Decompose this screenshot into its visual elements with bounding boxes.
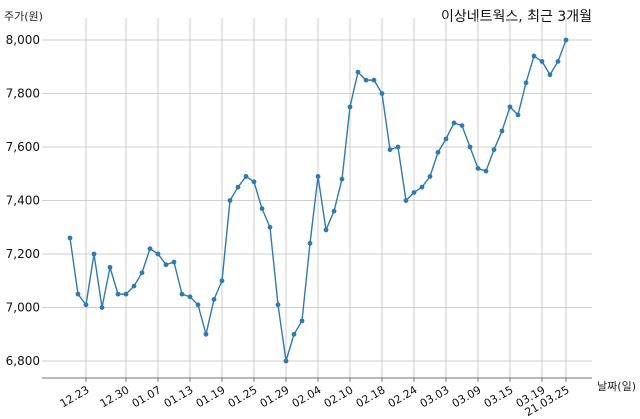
x-tick-label: 02.10 — [322, 383, 356, 410]
data-point — [347, 104, 353, 110]
data-point — [547, 72, 553, 78]
data-point — [323, 227, 329, 233]
data-point — [283, 358, 289, 364]
grid — [42, 18, 592, 378]
data-point — [259, 206, 265, 211]
data-point — [531, 53, 537, 59]
axes — [42, 377, 592, 382]
data-point — [219, 278, 225, 284]
data-point — [339, 176, 345, 182]
data-point — [395, 144, 401, 150]
x-tick-label: 03.03 — [418, 383, 452, 410]
data-point — [155, 251, 161, 257]
data-point — [403, 198, 409, 203]
data-point — [499, 128, 505, 134]
x-tick-label: 03.15 — [482, 383, 516, 410]
data-point — [107, 264, 113, 270]
y-tick-label: 7,200 — [6, 247, 40, 261]
data-point — [123, 291, 129, 297]
data-point — [171, 259, 177, 265]
data-point — [99, 305, 105, 310]
data-point — [307, 240, 313, 246]
data-point — [467, 144, 473, 150]
data-point — [315, 174, 321, 179]
data-point — [83, 302, 89, 308]
x-tick-label: 01.13 — [162, 383, 196, 410]
y-axis-label: 주가(원) — [4, 10, 43, 23]
data-point — [275, 302, 281, 308]
data-point — [299, 318, 305, 324]
data-point — [427, 174, 433, 179]
y-tick-labels: 6,800 7,000 7,200 7,400 7,600 7,800 8,000 — [6, 33, 40, 368]
data-point — [267, 224, 273, 230]
data-point — [387, 147, 393, 153]
data-point — [203, 331, 209, 337]
data-point — [451, 120, 457, 126]
y-tick-label: 7,600 — [6, 140, 40, 154]
x-tick-label: 03.09 — [450, 383, 484, 410]
data-point — [371, 77, 377, 83]
data-point — [355, 69, 361, 75]
price-series — [67, 37, 569, 364]
data-point — [163, 262, 169, 268]
data-point — [475, 166, 481, 171]
x-tick-label: 02.04 — [290, 383, 324, 410]
data-point — [115, 291, 121, 297]
data-point — [187, 294, 193, 300]
data-point — [211, 297, 217, 302]
x-tick-label: 02.24 — [386, 383, 420, 410]
data-point — [507, 104, 513, 110]
data-point — [435, 149, 441, 155]
y-tick-label: 6,800 — [6, 354, 40, 368]
data-point — [235, 184, 241, 190]
data-point — [563, 37, 569, 43]
x-tick-label: 12.30 — [98, 383, 132, 410]
y-tick-label: 7,400 — [6, 194, 40, 208]
data-point — [291, 331, 297, 337]
chart-title: 이상네트웍스, 최근 3개월 — [440, 9, 592, 25]
y-tick-label: 7,000 — [6, 301, 40, 315]
x-tick-label: 01.19 — [194, 383, 228, 410]
x-axis-label: 날짜(일) — [597, 380, 636, 393]
x-tick-label: 01.29 — [258, 383, 292, 410]
data-point — [379, 91, 385, 96]
x-tick-label: 01.07 — [130, 383, 164, 410]
data-point — [555, 59, 561, 64]
data-point — [411, 190, 417, 195]
data-point — [523, 80, 529, 86]
data-point — [91, 251, 97, 257]
data-point — [75, 291, 81, 297]
data-point — [251, 179, 257, 185]
y-tick-label: 7,800 — [6, 87, 40, 101]
data-point — [331, 208, 337, 214]
data-point — [139, 270, 145, 276]
x-tick-label: 01.25 — [226, 383, 260, 410]
y-tick-label: 8,000 — [6, 33, 40, 47]
data-point — [363, 77, 369, 83]
data-point — [483, 168, 489, 174]
data-point — [131, 283, 137, 289]
data-point — [419, 184, 425, 190]
data-point — [179, 291, 185, 297]
x-tick-labels: 12.23 12.3001.0701.1301.1901.2501.2902.04… — [58, 383, 572, 419]
data-point — [147, 246, 153, 252]
x-tick-label: 12.23 — [58, 383, 92, 410]
data-point — [515, 112, 521, 118]
data-point — [67, 235, 73, 241]
data-point — [459, 123, 465, 128]
data-point — [443, 136, 449, 142]
x-tick-label: 02.18 — [354, 383, 388, 410]
data-point — [227, 198, 233, 203]
data-point — [539, 59, 545, 64]
data-point — [243, 174, 249, 179]
data-point — [491, 147, 497, 153]
data-point — [195, 302, 201, 308]
